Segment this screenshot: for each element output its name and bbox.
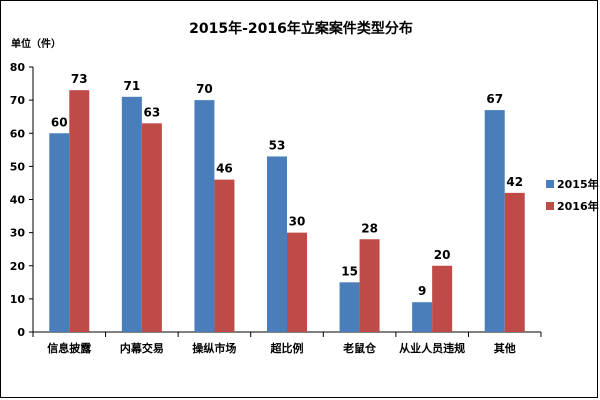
x-category-label: 老鼠仓 xyxy=(342,341,377,355)
y-tick-label: 70 xyxy=(10,94,26,107)
data-label: 53 xyxy=(269,138,286,152)
bar-2016年-其他 xyxy=(504,192,525,332)
x-category-label: 从业人员违规 xyxy=(399,341,465,355)
y-tick-label: 20 xyxy=(10,260,26,273)
y-axis-unit-label: 单位（件） xyxy=(11,37,61,50)
legend-swatch-2016年 xyxy=(546,202,554,210)
y-tick-label: 0 xyxy=(17,326,25,339)
bar-2016年-超比例 xyxy=(287,232,307,332)
x-category-label: 内幕交易 xyxy=(120,341,164,355)
data-label: 46 xyxy=(216,162,233,176)
y-tick-label: 30 xyxy=(10,227,26,240)
chart-title: 2015年-2016年立案案件类型分布 xyxy=(189,20,413,37)
data-label: 63 xyxy=(144,105,161,119)
data-label: 28 xyxy=(361,221,378,235)
x-category-label: 操纵市场 xyxy=(192,341,236,355)
x-category-label: 其他 xyxy=(494,341,516,355)
data-label: 73 xyxy=(71,72,88,86)
legend: 2015年 2016年 xyxy=(546,177,599,213)
data-label: 67 xyxy=(486,92,503,106)
bar-2015年-信息披露 xyxy=(49,133,70,332)
y-tick-label: 60 xyxy=(10,127,26,140)
y-tick-label: 80 xyxy=(10,61,26,74)
x-category-label: 超比例 xyxy=(270,341,304,355)
data-label: 15 xyxy=(341,264,358,278)
bar-2015年-老鼠仓 xyxy=(339,282,360,332)
data-label: 71 xyxy=(124,79,141,93)
bar-2015年-其他 xyxy=(484,110,505,332)
data-label: 42 xyxy=(506,175,523,189)
legend-label: 2015年 xyxy=(557,177,599,191)
bar-2016年-信息披露 xyxy=(69,90,90,332)
bar-2015年-操纵市场 xyxy=(194,100,215,332)
data-label: 30 xyxy=(289,215,306,229)
data-label: 9 xyxy=(418,284,426,298)
legend-swatch-2015年 xyxy=(546,180,554,188)
x-category-label: 信息披露 xyxy=(47,341,92,355)
bar-2015年-内幕交易 xyxy=(121,96,142,332)
axes: 0 10 20 30 40 50 60 70 80 信息披露 内幕交易 操纵市场 超比例 老鼠仓 从业人员违… xyxy=(10,61,542,355)
bar-2016年-老鼠仓 xyxy=(359,239,380,332)
bar-2015年-超比例 xyxy=(267,156,287,332)
legend-label: 2016年 xyxy=(557,199,599,213)
data-label: 60 xyxy=(51,115,68,129)
y-tick-label: 40 xyxy=(10,194,26,207)
data-label: 20 xyxy=(434,248,451,262)
data-label: 70 xyxy=(196,82,213,96)
bar-2016年-内幕交易 xyxy=(141,123,162,332)
bar-2016年-操纵市场 xyxy=(214,179,235,332)
y-tick-label: 50 xyxy=(10,160,26,173)
y-tick-label: 10 xyxy=(10,293,26,306)
bar-2015年-从业人员违规 xyxy=(412,302,433,332)
bar-2016年-从业人员违规 xyxy=(432,265,453,332)
